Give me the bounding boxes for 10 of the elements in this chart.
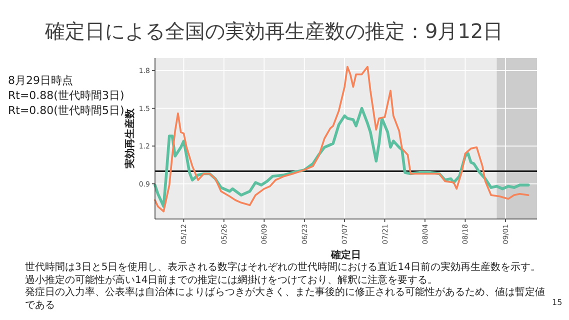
y-axis-title: 実効再生産数 [124, 108, 136, 170]
line-series [154, 66, 530, 212]
text: 8月29日時点 [8, 73, 73, 88]
text: Rt=0.80(世代時間5日) [8, 103, 124, 118]
text: 世代時間は3日と5日を使用し、表示される数字はそれぞれの世代時間における直近14日前の実効再生産数を示す。過小推定の可能性が高い14日前までの推定には網掛けをつけており、解釈に注意を要する。 [25, 262, 542, 286]
x-axis-title: 確定日 [330, 248, 362, 262]
text: Rt=0.88(世代時間3日) [8, 88, 124, 103]
text: 15 [552, 298, 562, 307]
chart-title: 確定日による全国の実効再生産数の推定：9月12日 [45, 18, 504, 45]
text: 発症日の入力率、公表率は自治体によりばらつきが大きく、また事後的に修正される可能性があるため、値は暫定値である [25, 287, 546, 312]
